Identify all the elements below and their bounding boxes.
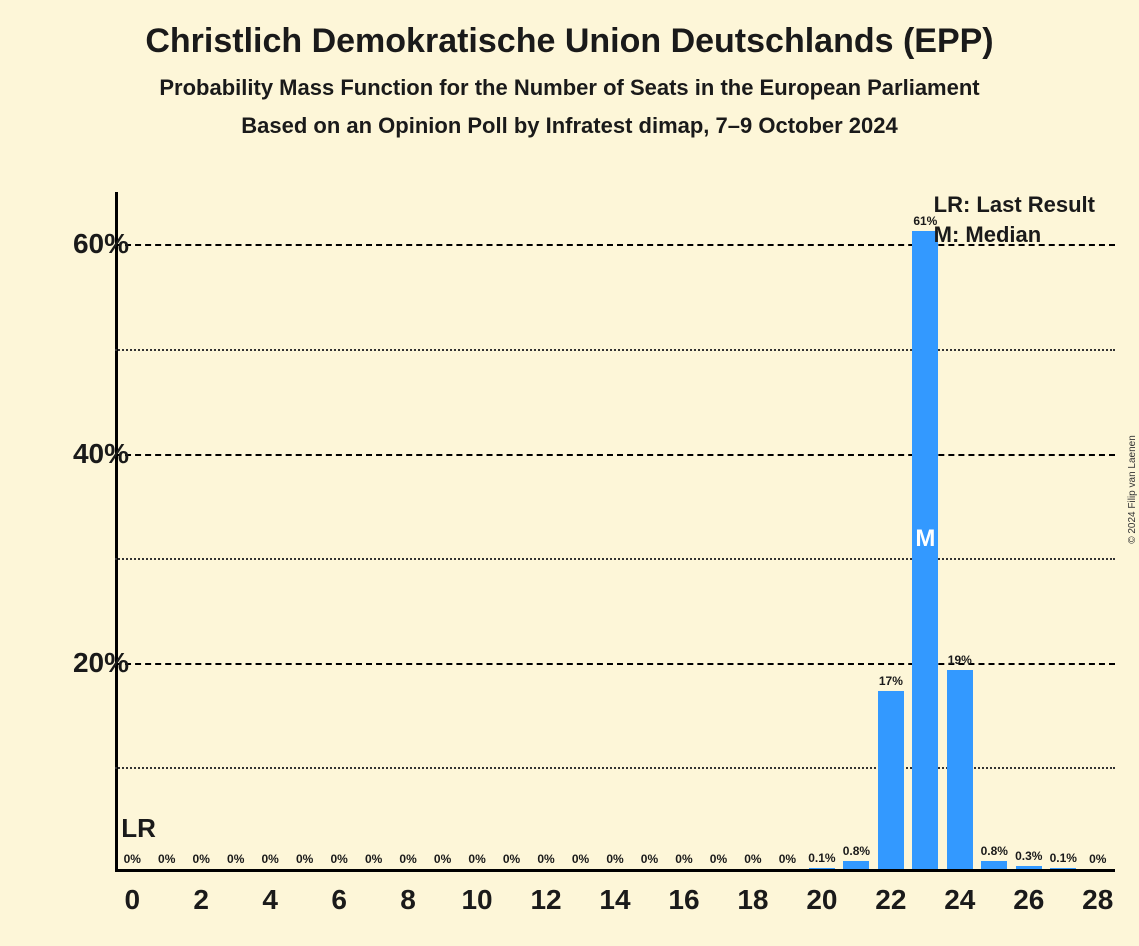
bar-value-label: 0% <box>537 852 554 866</box>
bar-value-label: 0% <box>158 852 175 866</box>
bar-value-label: 0% <box>779 852 796 866</box>
bar <box>809 868 835 869</box>
y-tick-label: 40% <box>73 438 129 470</box>
bar <box>947 670 973 869</box>
bar-value-label: 0.3% <box>1015 849 1042 863</box>
x-tick-label: 0 <box>124 884 140 916</box>
bar-value-label: 0% <box>296 852 313 866</box>
x-tick-label: 22 <box>875 884 906 916</box>
bar <box>981 861 1007 869</box>
bar <box>1016 866 1042 869</box>
bar-value-label: 0% <box>572 852 589 866</box>
bar-value-label: 0% <box>227 852 244 866</box>
bar <box>843 861 869 869</box>
bar-value-label: 0% <box>675 852 692 866</box>
bar-value-label: 0% <box>710 852 727 866</box>
x-tick-label: 16 <box>668 884 699 916</box>
x-tick-label: 6 <box>331 884 347 916</box>
legend: LR: Last Result M: Median <box>934 192 1095 252</box>
gridline-minor <box>115 349 1115 351</box>
x-tick-label: 28 <box>1082 884 1113 916</box>
bar-value-label: 0% <box>193 852 210 866</box>
x-tick-label: 26 <box>1013 884 1044 916</box>
bar <box>1050 868 1076 869</box>
x-tick-label: 12 <box>530 884 561 916</box>
chart-subtitle-1: Probability Mass Function for the Number… <box>0 75 1139 101</box>
copyright-text: © 2024 Filip van Laenen <box>1128 435 1139 544</box>
bar-value-label: 0% <box>503 852 520 866</box>
bar-value-label: 0% <box>434 852 451 866</box>
x-tick-label: 20 <box>806 884 837 916</box>
bar-value-label: 0.1% <box>1050 851 1077 865</box>
y-axis <box>115 192 118 872</box>
bar-value-label: 0% <box>399 852 416 866</box>
x-tick-label: 18 <box>737 884 768 916</box>
bar-value-label: 0% <box>606 852 623 866</box>
bar-value-label: 0.8% <box>981 844 1008 858</box>
y-tick-label: 60% <box>73 228 129 260</box>
bar-value-label: 0% <box>641 852 658 866</box>
x-tick-label: 8 <box>400 884 416 916</box>
bar <box>878 691 904 869</box>
bar-value-label: 0% <box>365 852 382 866</box>
x-tick-label: 24 <box>944 884 975 916</box>
bar-value-label: 0% <box>330 852 347 866</box>
bar-value-label: 0.8% <box>843 844 870 858</box>
x-tick-label: 10 <box>461 884 492 916</box>
bar-value-label: 17% <box>879 674 903 688</box>
gridline-minor <box>115 558 1115 560</box>
bar-value-label: 0% <box>744 852 761 866</box>
bar-value-label: 0% <box>1089 852 1106 866</box>
last-result-marker: LR <box>121 813 156 844</box>
gridline-major <box>115 454 1115 456</box>
bar-value-label: 0% <box>124 852 141 866</box>
x-tick-label: 4 <box>262 884 278 916</box>
x-axis <box>115 869 1115 872</box>
bar-value-label: 0% <box>262 852 279 866</box>
chart-subtitle-2: Based on an Opinion Poll by Infratest di… <box>0 113 1139 139</box>
y-tick-label: 20% <box>73 647 129 679</box>
x-tick-label: 14 <box>599 884 630 916</box>
chart-plot-area: 0%LR0%0%0%0%0%0%0%0%0%0%0%0%0%0%0%0%0%0%… <box>115 192 1115 872</box>
median-marker: M <box>915 525 935 553</box>
bar-value-label: 0.1% <box>808 851 835 865</box>
bar-value-label: 0% <box>468 852 485 866</box>
bar-value-label: 19% <box>948 653 972 667</box>
legend-lr: LR: Last Result <box>934 192 1095 218</box>
x-tick-label: 2 <box>193 884 209 916</box>
chart-title: Christlich Demokratische Union Deutschla… <box>0 22 1139 61</box>
legend-m: M: Median <box>934 222 1095 248</box>
